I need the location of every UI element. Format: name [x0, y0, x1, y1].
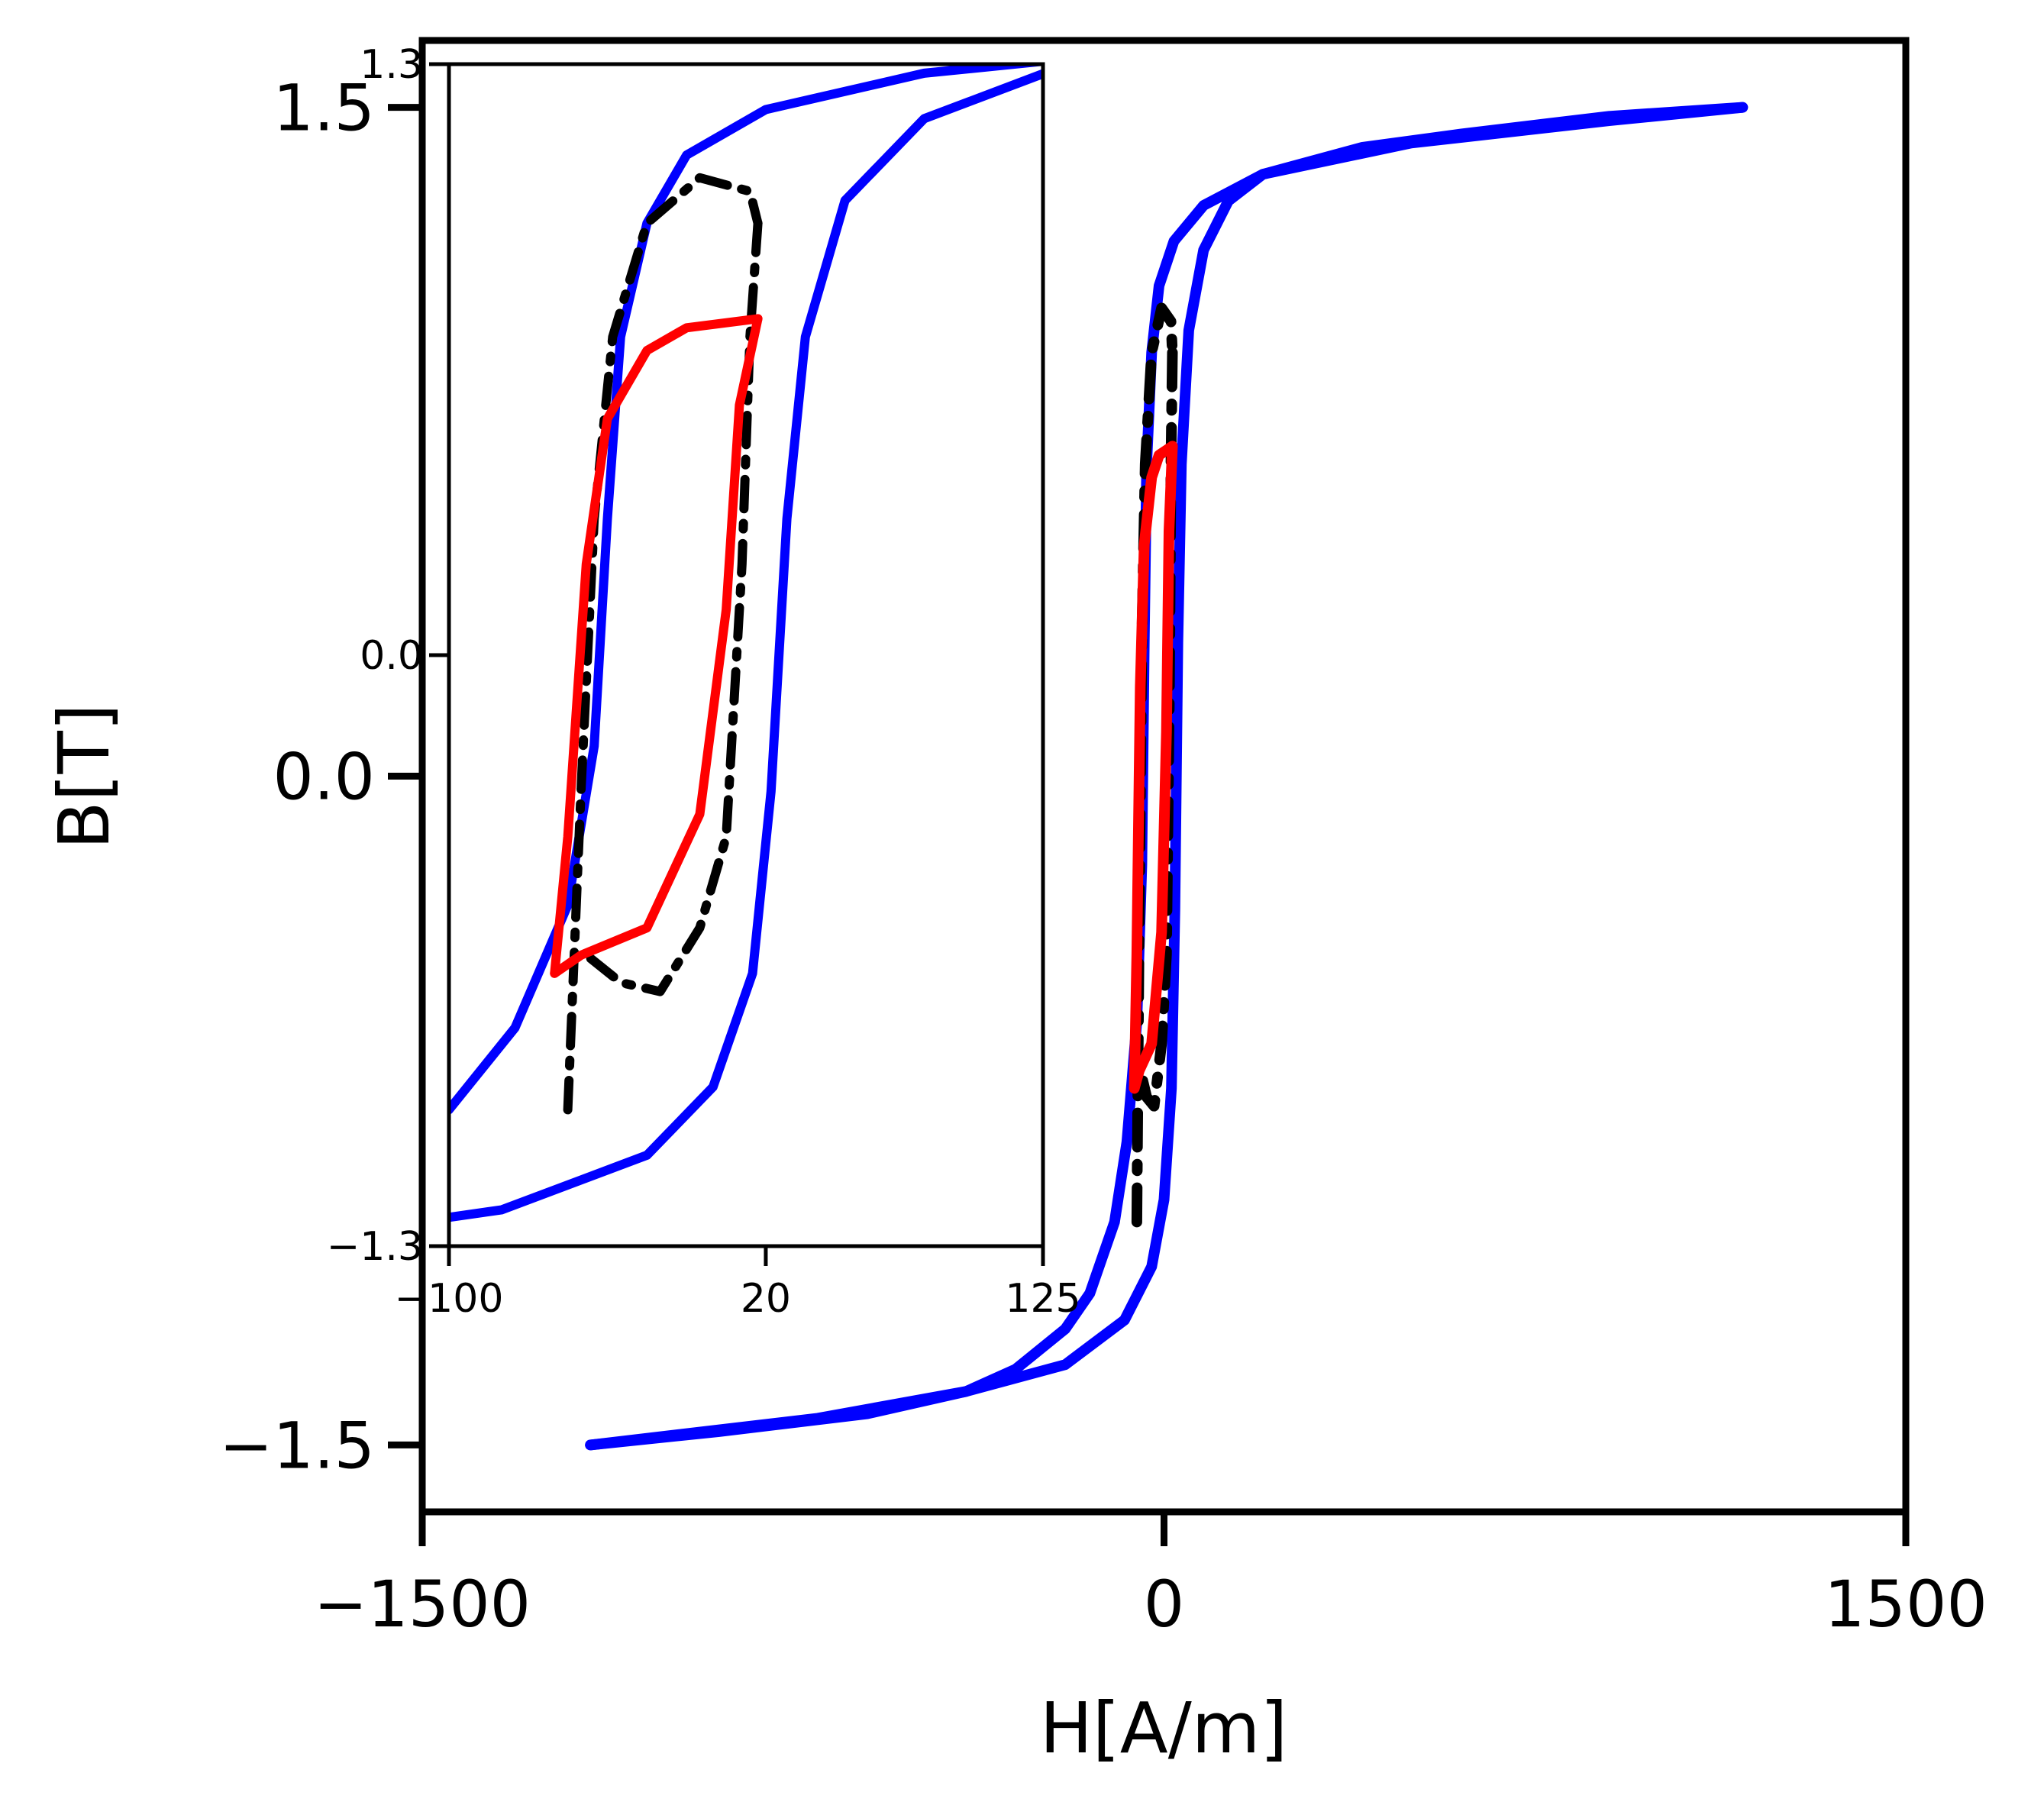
y-tick-label: 0.0 [273, 740, 375, 815]
inset-y-tick-label: −1.3 [327, 1224, 423, 1270]
x-tick-label: −1500 [314, 1567, 531, 1642]
y-tick-label: 1.5 [273, 71, 375, 146]
main-major-loop-0-lower-branch [585, 102, 1749, 1451]
main-minor-loop-2-lower-branch [1129, 441, 1178, 1094]
y-tick-label: −1.5 [219, 1408, 375, 1483]
inset-x-tick-label: 125 [1005, 1276, 1080, 1322]
inset-minor-loop-2-upper-branch [550, 314, 763, 978]
inset-minor-loop-1-upper-branch [563, 173, 763, 1115]
inset-axes: −100 20 125 1.3 0.0 −1.3 [327, 42, 1081, 1322]
inset-plot: −100 20 125 1.3 0.0 −1.3 [327, 42, 1081, 1322]
inset-major-loop-0-lower-branch [449, 69, 1043, 1222]
y-axis-label: B[T] [44, 703, 125, 849]
inset-minor-loop-2-lower-branch [550, 314, 763, 978]
main-plot-curves [585, 102, 1749, 1451]
inset-x-tick-label: 20 [741, 1276, 791, 1322]
inset-plot-curves [449, 64, 1043, 1222]
inset-x-tick-label: −100 [395, 1276, 504, 1322]
main-axes: −1500 0 1500 1.5 0.0 −1.5 [219, 71, 1987, 1642]
inset-background [449, 64, 1043, 1246]
x-tick-label: 0 [1144, 1567, 1184, 1642]
x-tick-label: 1500 [1824, 1567, 1987, 1642]
inset-y-tick-label: 0.0 [360, 633, 423, 679]
inset-y-tick-label: 1.3 [360, 42, 423, 88]
main-minor-loop-2-upper-branch [1129, 441, 1178, 1094]
inset-major-loop-0-upper-branch [449, 64, 1043, 1116]
x-axis-label: H[A/m] [1040, 1687, 1288, 1769]
